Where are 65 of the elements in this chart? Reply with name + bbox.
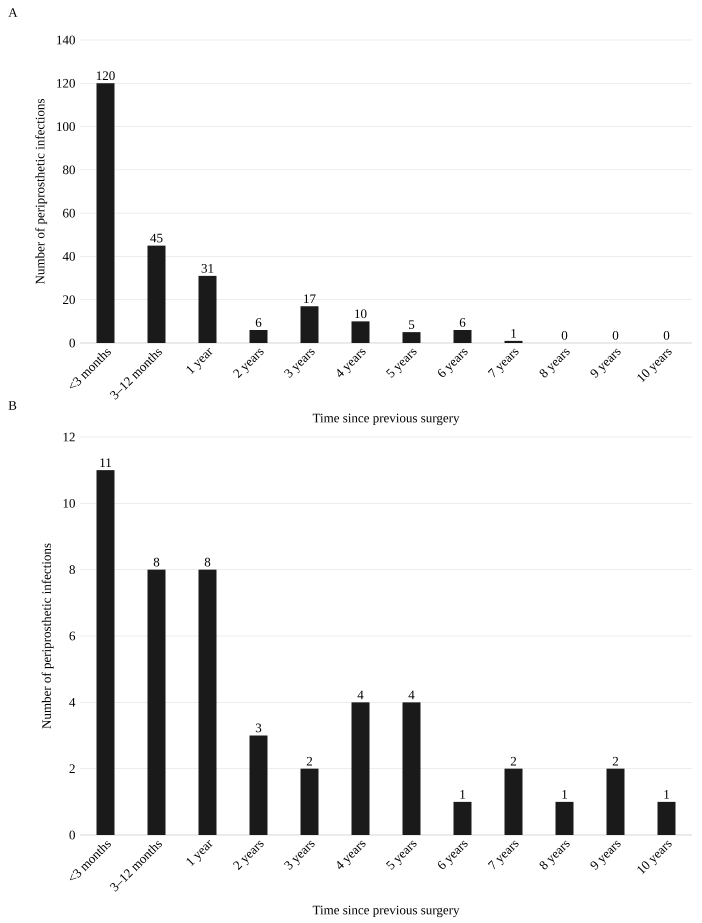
data-label: 1	[460, 790, 465, 799]
bar	[454, 802, 472, 835]
bar	[658, 802, 676, 835]
bar	[402, 702, 421, 835]
bar	[606, 768, 625, 835]
y-tick-label: 140	[57, 36, 75, 44]
data-label: 0	[562, 331, 568, 340]
bar	[352, 321, 370, 343]
data-label: 8	[204, 558, 210, 566]
y-axis-title: Number of periprosthetic infections	[35, 98, 48, 284]
bar	[454, 330, 472, 343]
x-axis-title: Time since previous surgery	[312, 906, 460, 918]
data-label: 5	[409, 320, 414, 329]
y-tick-label: 20	[63, 295, 75, 304]
bar	[300, 768, 318, 835]
bar	[148, 246, 166, 343]
bar	[504, 768, 523, 835]
y-tick-label: 80	[62, 165, 75, 174]
data-label: 3	[256, 724, 262, 732]
bar	[352, 702, 370, 835]
data-label: 11	[100, 458, 111, 467]
data-label: 2	[510, 756, 516, 766]
bar	[402, 332, 421, 343]
y-tick-label: 6	[70, 632, 76, 640]
data-label: 17	[304, 294, 316, 303]
y-tick-label: 12	[64, 432, 75, 442]
y-tick-label: 60	[63, 208, 75, 218]
bar	[300, 306, 318, 343]
data-label: 4	[358, 690, 364, 700]
y-axis-title: Number of periprosthetic infections	[42, 543, 54, 729]
x-axis-title: Time since previous surgery	[312, 414, 460, 426]
data-label: 1	[664, 790, 669, 799]
bar	[198, 570, 217, 835]
chart-title: B	[8, 401, 16, 410]
data-label: 1	[562, 790, 567, 799]
y-tick-label: 4	[69, 698, 76, 707]
data-label: 31	[202, 264, 214, 273]
data-label: 0	[612, 331, 618, 340]
data-label: 0	[664, 331, 670, 340]
y-tick-label: 2	[70, 764, 75, 773]
y-tick-label: 40	[62, 252, 75, 261]
data-label: 8	[154, 558, 160, 566]
bar	[250, 330, 268, 343]
data-label: 1	[511, 329, 516, 338]
y-tick-label: 100	[57, 122, 75, 131]
y-tick-label: 10	[64, 498, 75, 508]
y-tick-label: 8	[69, 565, 75, 574]
data-label: 10	[355, 309, 367, 318]
bar	[556, 802, 574, 835]
data-label: 4	[408, 690, 415, 700]
y-tick-label: 0	[69, 338, 75, 348]
bar	[96, 470, 114, 835]
bar	[148, 570, 166, 835]
data-label: 45	[150, 234, 162, 242]
bar	[198, 276, 217, 343]
data-label: 6	[460, 318, 466, 327]
data-label: 2	[612, 756, 618, 766]
chart-title: A	[8, 8, 18, 17]
y-tick-label: 120	[57, 78, 75, 88]
bar	[250, 736, 268, 835]
data-label: 6	[256, 318, 262, 327]
bar	[96, 83, 114, 343]
data-label: 120	[96, 71, 115, 80]
data-label: 2	[306, 756, 312, 766]
y-tick-label: 0	[69, 830, 75, 840]
